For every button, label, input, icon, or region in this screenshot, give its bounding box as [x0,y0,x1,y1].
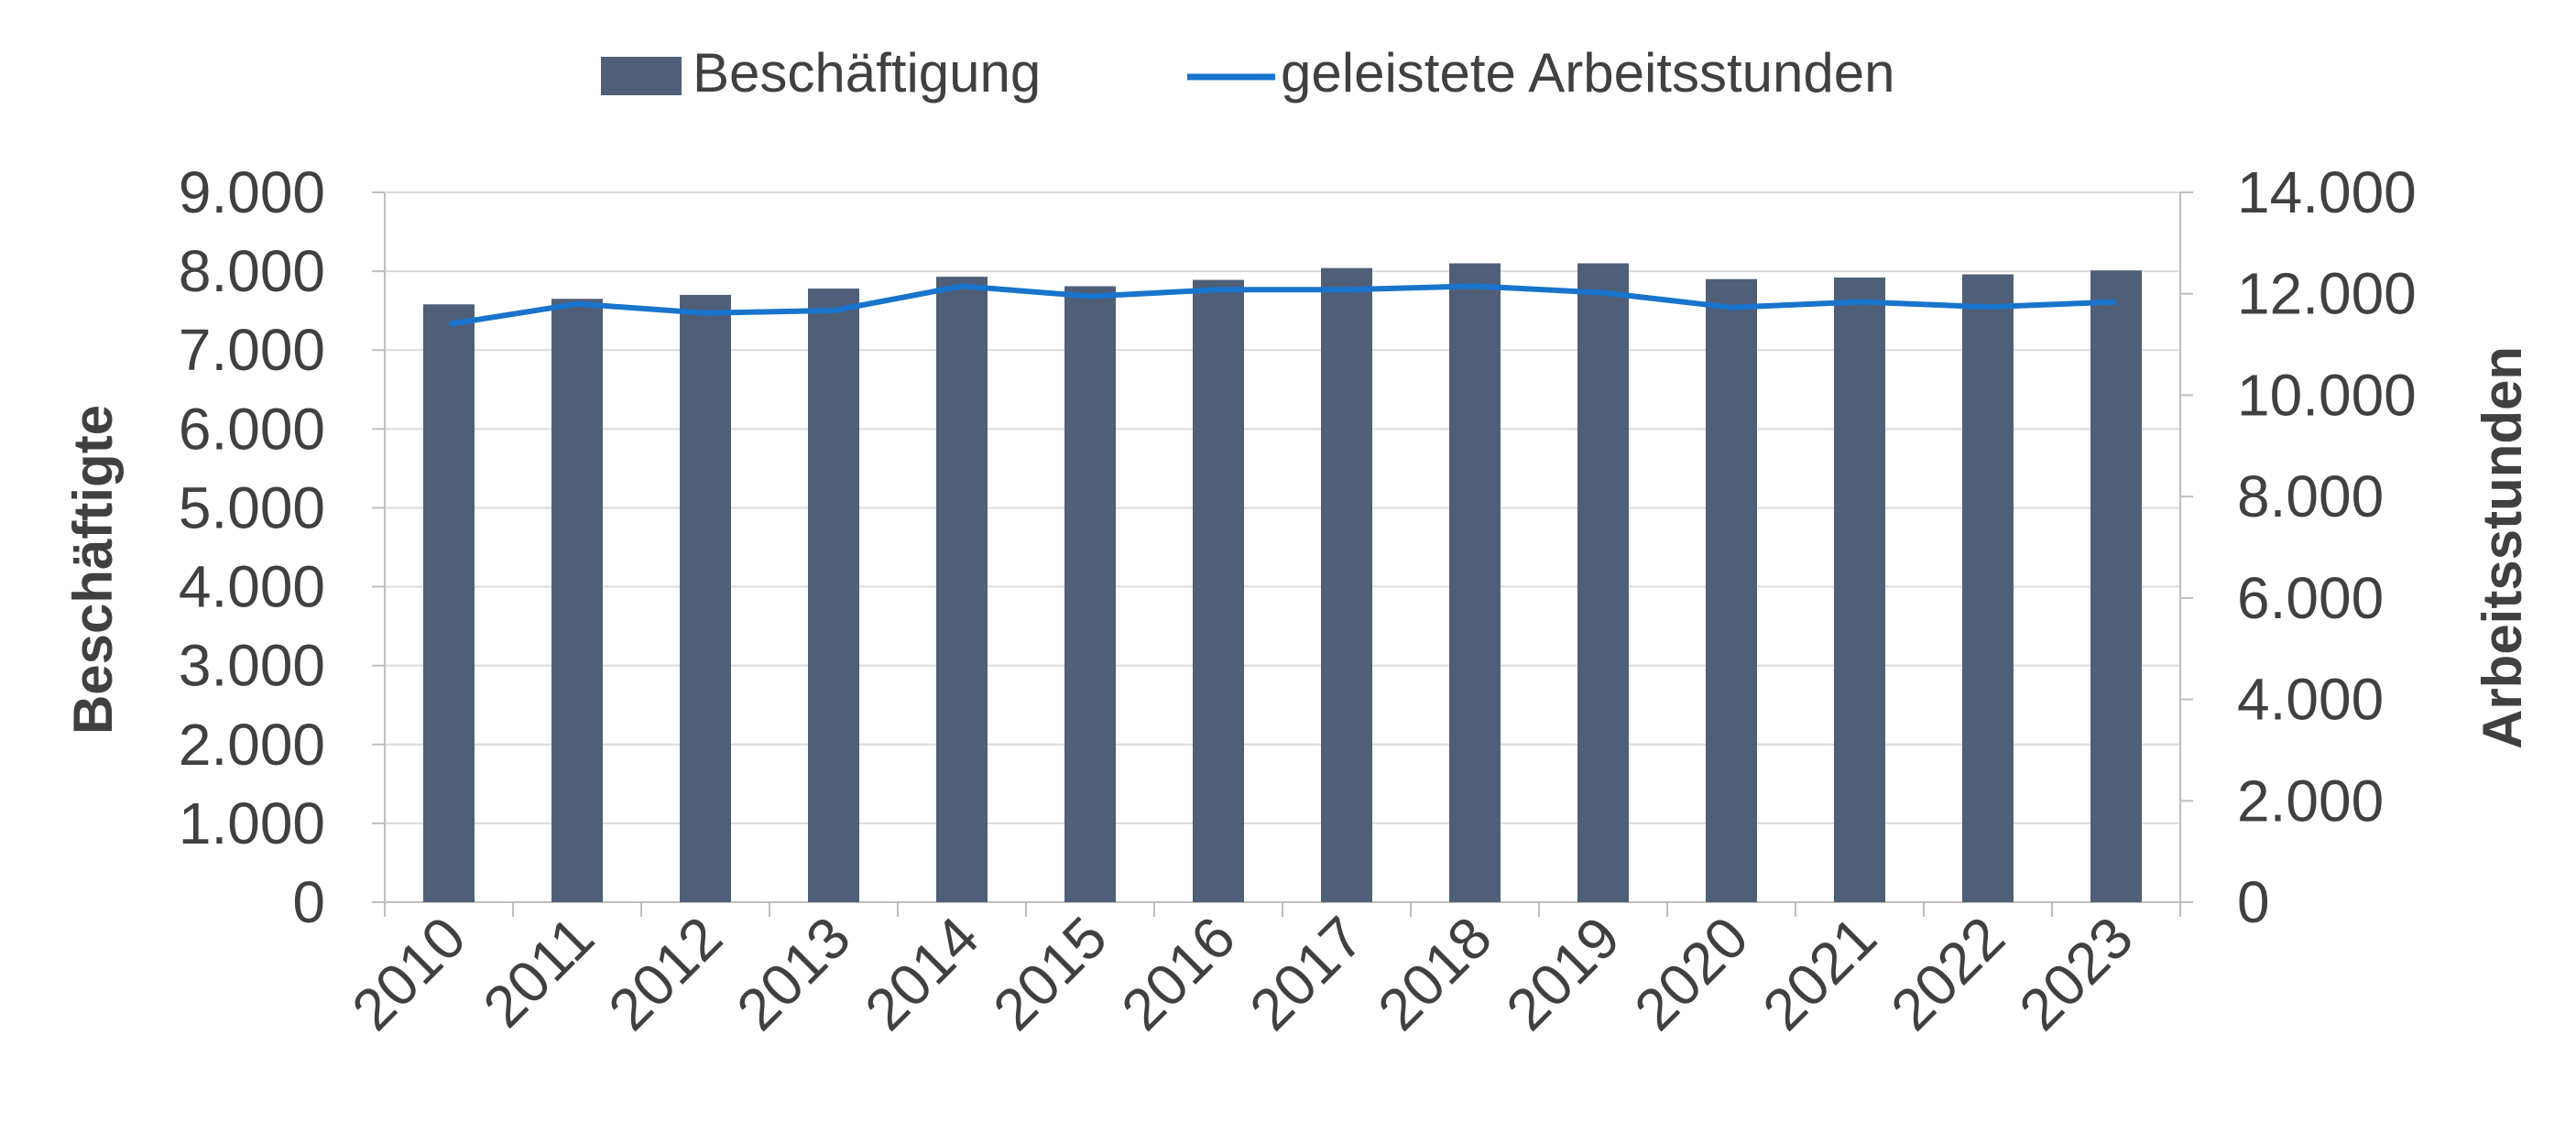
left-tick-label: 9.000 [179,159,325,225]
left-tick-label: 1.000 [179,790,325,856]
left-tick-label: 2.000 [179,712,325,778]
right-tick-label: 10.000 [2237,362,2417,428]
left-axis-ticks: 0 1.000 2.000 3.000 4.000 5.000 6.000 7.000 8.00… [179,159,385,935]
left-tick-label: 5.000 [179,474,325,540]
right-tick-label: 4.000 [2237,667,2384,733]
bar-series [423,263,2142,903]
line-series [448,283,2117,327]
bar [1064,286,1116,902]
legend-swatch-bar [601,57,682,95]
right-tick-label: 14.000 [2237,159,2417,225]
left-tick-label: 0 [292,869,325,935]
legend: Beschäftigung geleistete Arbeitsstunden [601,42,1894,103]
left-axis-title: Beschäftigte [62,405,124,735]
bar [1449,263,1501,902]
bar [423,304,475,902]
bar [1962,274,2014,902]
bar [1834,278,1885,902]
bar [2090,270,2142,902]
right-axis-ticks: 0 2.000 4.000 6.000 8.000 10.000 12.000 14.000 [2180,159,2417,935]
bar [936,277,988,902]
right-tick-label: 8.000 [2237,463,2384,529]
right-tick-label: 6.000 [2237,565,2384,631]
series-line [448,283,2117,327]
bar [808,289,859,902]
bar [1706,278,1757,902]
left-tick-label: 6.000 [179,396,325,462]
bar [1321,267,1372,903]
right-tick-label: 2.000 [2237,768,2384,833]
bar [1577,263,1629,902]
right-axis-title: Arbeitsstunden [2472,346,2533,749]
left-tick-label: 3.000 [179,633,325,699]
left-tick-label: 4.000 [179,554,325,620]
legend-label-bar: Beschäftigung [693,42,1041,103]
left-tick-label: 7.000 [179,317,325,383]
right-tick-label: 0 [2237,869,2270,935]
right-tick-label: 12.000 [2237,261,2417,327]
legend-label-line: geleistete Arbeitsstunden [1281,42,1894,103]
bar [680,294,731,902]
bar [1193,279,1244,902]
left-tick-label: 8.000 [179,238,325,304]
bar [551,299,603,902]
